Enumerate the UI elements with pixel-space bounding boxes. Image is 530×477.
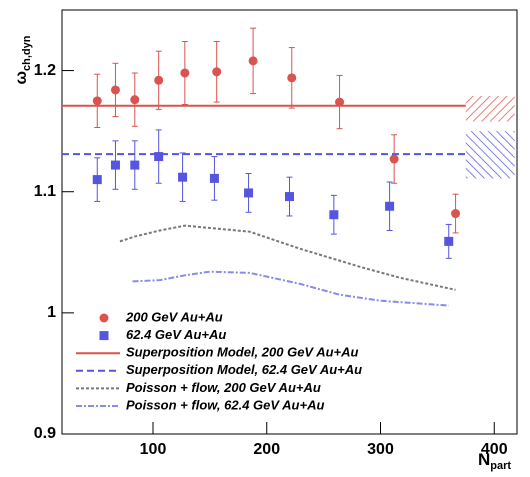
marker	[335, 97, 345, 107]
marker	[154, 75, 164, 85]
y-axis-label-sub: ch,dyn	[21, 35, 33, 71]
marker	[329, 210, 339, 220]
marker	[212, 67, 222, 77]
marker	[178, 172, 188, 182]
x-tick-label: 400	[481, 441, 508, 458]
marker	[248, 56, 258, 66]
x-tick-label: 100	[140, 441, 167, 458]
marker	[444, 236, 454, 246]
marker	[385, 201, 395, 211]
marker	[285, 192, 294, 202]
marker	[110, 160, 120, 170]
marker	[130, 160, 140, 170]
marker	[180, 68, 190, 78]
x-axis-label-sub: part	[490, 460, 511, 472]
y-tick-label: 1	[47, 304, 56, 321]
marker	[244, 188, 254, 198]
marker	[209, 173, 219, 183]
legend-label: Superposition Model, 200 GeV Au+Au	[126, 345, 359, 360]
marker	[92, 96, 102, 106]
legend-label: Poisson + flow, 62.4 GeV Au+Au	[126, 397, 324, 412]
marker	[130, 95, 140, 105]
legend-label: Poisson + flow, 200 GeV Au+Au	[126, 380, 321, 395]
plot-frame	[61, 9, 518, 435]
y-axis-label: ωch,dyn	[13, 35, 33, 84]
marker	[389, 154, 399, 164]
y-tick-label: 0.9	[34, 425, 56, 442]
x-axis-label-main: N	[478, 450, 490, 469]
marker	[154, 152, 164, 162]
legend-label: 62.4 GeV Au+Au	[126, 327, 226, 342]
x-tick-label: 200	[253, 441, 280, 458]
y-tick-label: 1.2	[34, 62, 56, 79]
x-tick-label: 300	[367, 441, 394, 458]
marker	[110, 85, 120, 95]
x-axis-label: Npart	[478, 450, 511, 471]
y-tick-label: 1.1	[34, 183, 56, 200]
legend-label: Superposition Model, 62.4 GeV Au+Au	[126, 362, 362, 377]
marker	[92, 175, 102, 185]
marker	[287, 73, 297, 83]
systematic-band	[465, 131, 515, 179]
marker	[451, 209, 461, 219]
systematic-band	[465, 96, 515, 122]
line	[119, 224, 456, 291]
y-axis-label-main: ω	[13, 71, 30, 85]
legend-marker	[99, 313, 109, 323]
line	[132, 270, 449, 307]
legend-label: 200 GeV Au+Au	[125, 309, 223, 324]
legend-marker	[99, 331, 109, 341]
